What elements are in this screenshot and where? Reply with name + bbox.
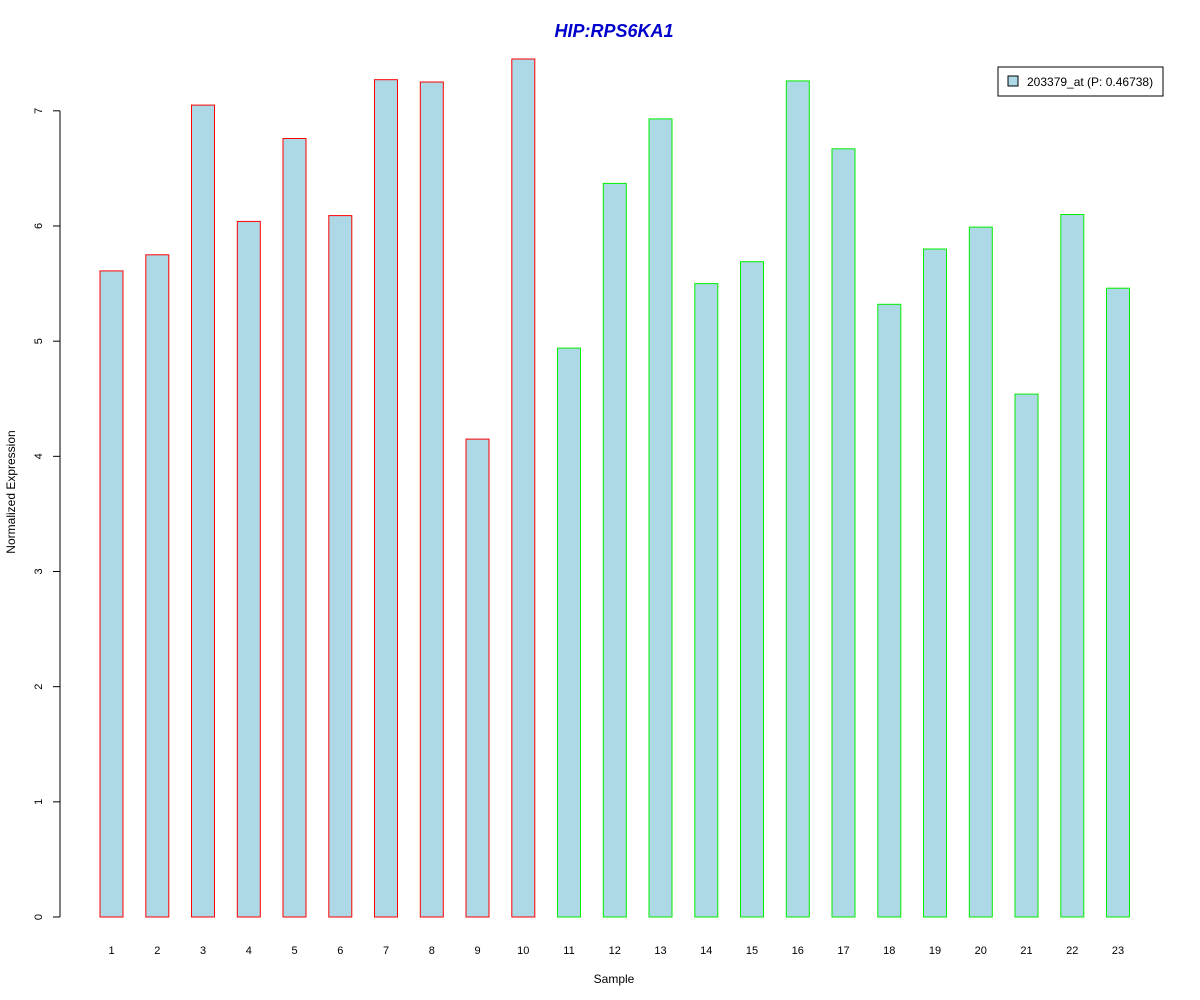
y-axis-tick-label: 1 <box>33 799 45 805</box>
y-axis-tick-label: 0 <box>33 914 45 920</box>
x-axis-tick-label: 23 <box>1112 945 1124 957</box>
bar-sample-12 <box>602 182 627 918</box>
x-axis-tick-label: 4 <box>246 945 252 957</box>
bar-sample-18 <box>877 303 902 918</box>
y-axis-tick-label: 4 <box>33 453 45 459</box>
bar-sample-8 <box>419 81 444 918</box>
x-axis-tick-label: 12 <box>609 945 621 957</box>
y-axis-tick-label: 6 <box>33 223 45 229</box>
x-axis-tick-label: 22 <box>1066 945 1078 957</box>
x-axis-tick-label: 15 <box>746 945 758 957</box>
x-axis-label: Sample <box>594 972 635 986</box>
chart-title: HIP:RPS6KA1 <box>554 21 673 41</box>
legend-box <box>997 66 1164 97</box>
x-axis-tick-label: 8 <box>429 945 435 957</box>
x-axis-tick-labels: 1 2 3 4 5 6 7 8 9 10 11 12 13 14 15 16 17 18 19 20 21 22 23 <box>108 945 1124 957</box>
bar-sample-15 <box>740 261 764 918</box>
x-axis-tick-label: 16 <box>792 945 804 957</box>
x-axis-tick-label: 19 <box>929 945 941 957</box>
bar-sample-7 <box>374 79 398 918</box>
bar-sample-16 <box>785 80 810 918</box>
x-axis-tick-label: 20 <box>975 945 987 957</box>
bar-sample-23 <box>1106 287 1130 918</box>
bar-sample-11 <box>557 347 581 918</box>
bars <box>99 58 1130 918</box>
x-axis-tick-label: 5 <box>291 945 297 957</box>
x-axis-tick-label: 13 <box>654 945 666 957</box>
x-axis-tick-label: 10 <box>517 945 529 957</box>
x-axis-tick-label: 21 <box>1020 945 1032 957</box>
y-axis-tick-label: 7 <box>33 108 45 114</box>
x-axis-tick-label: 3 <box>200 945 206 957</box>
y-axis-tick-label: 3 <box>33 568 45 574</box>
y-axis-tick-label: 5 <box>33 338 45 344</box>
bar-sample-9 <box>465 438 490 918</box>
y-axis: 0 1 2 3 4 5 6 7 <box>33 108 61 920</box>
x-axis-tick-label: 2 <box>154 945 160 957</box>
x-axis-tick-label: 7 <box>383 945 389 957</box>
bar-sample-2 <box>145 254 170 918</box>
bar-sample-4 <box>236 220 261 918</box>
bar-sample-22 <box>1060 214 1085 918</box>
legend: 203379_at (P: 0.46738) <box>997 66 1164 97</box>
y-axis-label: Normalized Expression <box>4 430 18 553</box>
x-axis-tick-label: 1 <box>108 945 114 957</box>
bar-sample-21 <box>1014 393 1039 918</box>
bar-sample-20 <box>968 226 993 918</box>
bar-sample-3 <box>191 104 215 918</box>
legend-entry-label: 203379_at (P: 0.46738) <box>1027 75 1153 89</box>
bar-sample-10 <box>511 58 536 918</box>
bar-sample-17 <box>831 148 856 918</box>
bar-sample-5 <box>282 138 307 918</box>
x-axis-tick-label: 17 <box>837 945 849 957</box>
bar-sample-6 <box>328 215 353 918</box>
x-axis-tick-label: 9 <box>474 945 480 957</box>
legend-swatch <box>1007 75 1019 87</box>
x-axis-tick-label: 14 <box>700 945 712 957</box>
bar-sample-1 <box>99 270 124 918</box>
x-axis-tick-label: 11 <box>563 945 574 957</box>
bar-sample-13 <box>648 118 673 918</box>
y-axis-tick-label: 2 <box>33 684 45 690</box>
x-axis-tick-label: 6 <box>337 945 343 957</box>
bar-sample-19 <box>923 248 947 918</box>
x-axis-tick-label: 18 <box>883 945 895 957</box>
bar-sample-14 <box>694 283 719 918</box>
